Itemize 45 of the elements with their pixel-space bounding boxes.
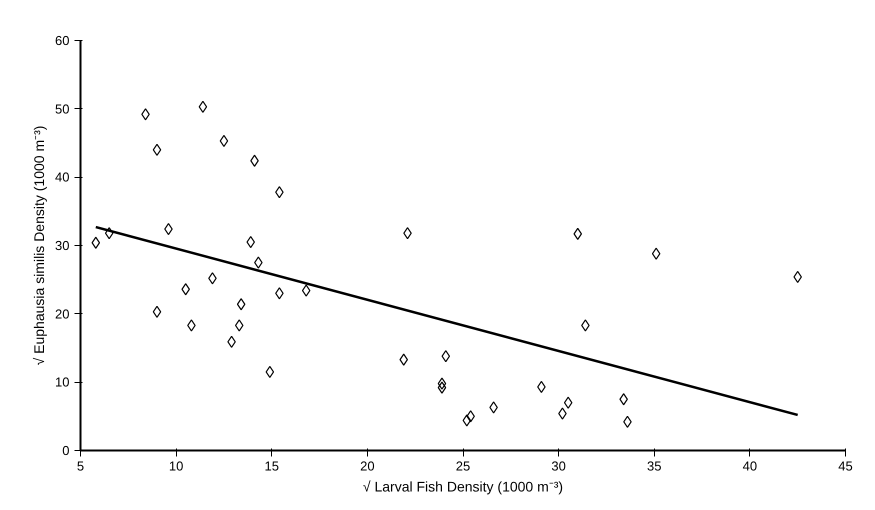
point <box>564 396 572 409</box>
x-tick-label: 45 <box>838 458 853 474</box>
x-tick-label: 15 <box>264 458 279 474</box>
point <box>234 319 244 332</box>
point <box>152 144 162 156</box>
y-tick-label: 60 <box>55 33 70 48</box>
point <box>573 228 582 240</box>
point <box>227 336 236 348</box>
x-tick-label: 25 <box>456 458 470 474</box>
point <box>152 306 162 318</box>
y-tick-label: 10 <box>55 374 70 390</box>
point <box>302 284 310 297</box>
x-axis-title: √ Larval Fish Density (1000 m⁻³) <box>362 478 564 494</box>
point <box>275 287 284 300</box>
point <box>619 393 628 406</box>
point <box>92 236 100 249</box>
point <box>250 154 259 167</box>
point <box>275 186 284 198</box>
y-axis-title: √ Euphausia similis Density (1000 m⁻³) <box>31 126 48 366</box>
x-tick-label: 30 <box>551 458 566 474</box>
x-tick-label: 20 <box>360 458 375 474</box>
point <box>558 408 567 420</box>
point <box>164 223 173 236</box>
point <box>652 248 660 260</box>
point <box>198 100 208 113</box>
x-tick-label: 35 <box>647 458 662 474</box>
point <box>208 272 217 284</box>
point <box>104 227 114 240</box>
point <box>442 350 450 362</box>
x-tick-label: 10 <box>168 458 184 474</box>
point <box>466 410 475 422</box>
y-tick-label: 50 <box>55 101 70 116</box>
point <box>623 416 632 428</box>
point <box>181 283 190 296</box>
y-tick-label: 40 <box>55 170 70 185</box>
point <box>141 108 150 120</box>
point <box>399 354 408 366</box>
y-tick-label: 0 <box>62 443 70 458</box>
y-tick-label: 20 <box>55 306 70 322</box>
x-tick-label: 40 <box>742 458 758 474</box>
point <box>236 298 246 310</box>
y-tick-label: 30 <box>55 238 70 253</box>
point <box>403 227 412 240</box>
point <box>438 382 446 394</box>
x-tick-label: 5 <box>76 458 84 474</box>
